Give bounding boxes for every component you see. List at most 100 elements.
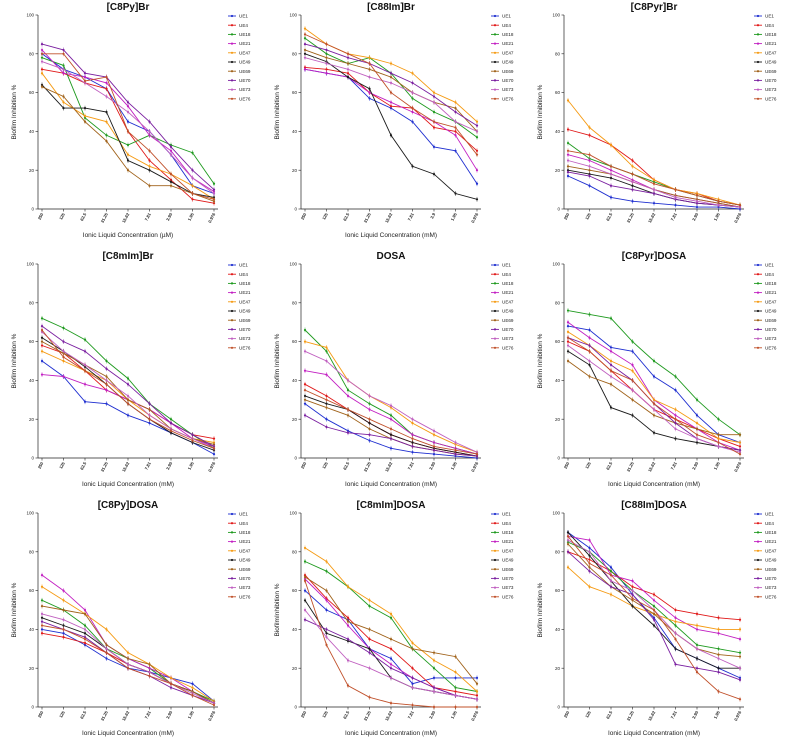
x-tick-label: 250 — [37, 710, 45, 719]
legend-marker — [756, 273, 760, 276]
data-point — [674, 389, 677, 392]
data-point — [62, 356, 65, 359]
legend-label: UE47 — [502, 548, 514, 553]
data-point — [695, 628, 699, 631]
legend-label: UE70 — [239, 576, 251, 581]
data-point — [148, 421, 151, 425]
y-tick-label: 100 — [552, 13, 560, 18]
data-point — [717, 647, 720, 650]
legend-marker — [230, 14, 234, 18]
x-tick-label: 7.81 — [670, 212, 679, 222]
x-axis-label: Ionic Liquid Concentration (mM) — [345, 730, 437, 737]
y-tick-label: 60 — [555, 588, 561, 593]
data-point — [738, 698, 742, 701]
x-tick-label: 1.95 — [713, 461, 722, 471]
data-point — [652, 202, 656, 205]
data-point — [126, 169, 130, 172]
data-point — [126, 657, 130, 660]
x-tick-label: 125 — [58, 461, 66, 470]
legend-marker — [756, 300, 760, 303]
legend-label: UE70 — [239, 78, 251, 83]
data-point — [717, 657, 720, 660]
data-point — [83, 632, 87, 635]
data-point — [212, 192, 216, 195]
data-point — [389, 404, 393, 407]
data-point — [588, 169, 591, 172]
data-point — [432, 91, 436, 94]
data-point — [83, 383, 87, 386]
legend-label: UE1 — [239, 263, 248, 268]
data-point — [566, 128, 570, 131]
data-point — [609, 570, 613, 573]
legend-label: UE73 — [502, 336, 514, 341]
data-point — [631, 579, 634, 582]
data-point — [191, 151, 194, 154]
data-point — [652, 408, 656, 411]
data-point — [40, 52, 44, 55]
legend-label: UE1 — [765, 512, 774, 517]
data-point — [609, 566, 613, 569]
data-point — [717, 200, 720, 203]
x-tick-label: 0.976 — [470, 461, 480, 473]
data-point — [738, 655, 742, 658]
legend-marker — [756, 328, 760, 331]
y-tick-label: 40 — [292, 378, 298, 383]
data-point — [588, 359, 591, 363]
data-point — [389, 616, 393, 619]
series-line-ue18 — [304, 561, 478, 692]
data-point — [191, 198, 194, 201]
data-point — [652, 599, 656, 602]
legend-marker — [230, 549, 234, 552]
data-point — [566, 550, 570, 553]
data-point — [325, 62, 328, 65]
data-point — [631, 165, 634, 168]
data-point — [105, 81, 108, 84]
y-tick-label: 0 — [294, 456, 297, 461]
legend-label: UE4 — [765, 272, 774, 277]
legend-marker — [230, 309, 234, 313]
data-point — [368, 638, 371, 641]
data-point — [454, 192, 457, 195]
data-point — [389, 433, 393, 436]
data-point — [674, 608, 677, 612]
data-point — [126, 651, 130, 654]
legend-marker — [493, 291, 497, 294]
x-tick-label: 0.976 — [733, 212, 743, 224]
data-point — [389, 702, 393, 705]
legend-marker — [756, 60, 760, 64]
data-point — [169, 686, 173, 689]
data-point — [738, 433, 742, 436]
x-tick-label: 7.81 — [407, 212, 416, 222]
data-point — [346, 389, 350, 392]
data-point — [191, 439, 194, 442]
legend-label: UE4 — [502, 272, 511, 277]
data-point — [652, 182, 656, 185]
data-point — [411, 72, 414, 75]
data-point — [652, 431, 656, 434]
data-point — [40, 620, 44, 623]
data-point — [454, 676, 457, 679]
series-line-ue47 — [41, 72, 215, 200]
legend-label: UE69 — [502, 567, 514, 572]
data-point — [126, 159, 130, 162]
data-point — [105, 383, 108, 386]
data-point — [674, 638, 677, 641]
legend-marker — [230, 540, 234, 543]
legend-marker — [493, 24, 497, 27]
x-tick-label: 31.25 — [100, 710, 110, 722]
data-point — [62, 608, 65, 612]
legend-marker — [493, 263, 497, 267]
x-tick-label: 250 — [563, 710, 571, 719]
legend-marker — [493, 42, 497, 45]
data-point — [652, 414, 656, 417]
x-tick-label: 0.976 — [733, 710, 743, 722]
y-tick-label: 0 — [557, 456, 560, 461]
chart-title: [C8Py]DOSA — [98, 500, 159, 511]
data-point — [191, 169, 194, 172]
data-point — [631, 340, 634, 343]
data-point — [454, 449, 457, 452]
legend-marker — [493, 79, 497, 82]
data-point — [588, 585, 591, 588]
panel-dosa: DOSA 0 20 40 60 80 100 250 125 62.5 31.25 15.62 7.81… — [263, 249, 526, 498]
legend-marker — [493, 273, 497, 276]
